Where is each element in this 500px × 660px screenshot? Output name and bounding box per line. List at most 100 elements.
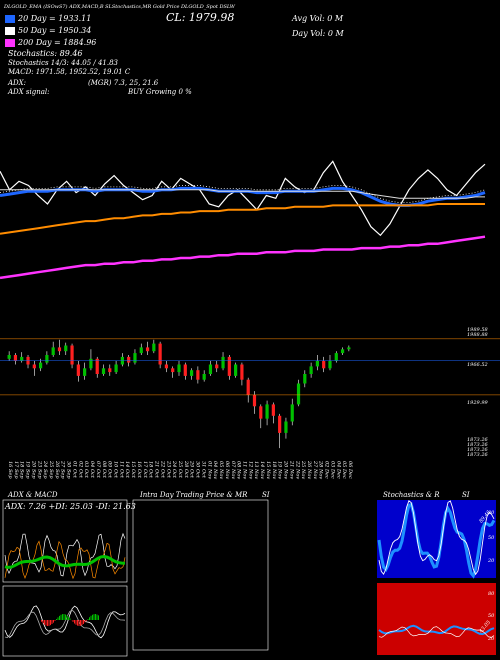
intra-si: SI	[262, 491, 270, 499]
series-ema_long-line	[0, 235, 486, 280]
date-tick-label: 18 Sep	[19, 461, 25, 479]
date-tick-label: 06 Nov	[224, 461, 230, 479]
adx-label: ADX:	[8, 79, 27, 87]
ema50-label: 50 Day = 1950.34	[18, 26, 92, 35]
ema200-label: 200 Day = 1884.96	[18, 38, 97, 47]
adx-panel-frame	[2, 499, 128, 583]
candle-body	[296, 383, 301, 405]
date-tick-label: 08 Oct	[101, 461, 107, 479]
date-tick-label: 18 Nov	[271, 461, 277, 479]
y-tick-label: 1873.26	[467, 447, 488, 453]
candle-body	[315, 360, 319, 367]
candle-body	[32, 364, 36, 369]
candle-body	[152, 343, 156, 352]
plus-di-line	[4, 532, 126, 577]
candle-body	[20, 356, 24, 361]
lower-indicator-lines	[4, 500, 496, 639]
candle-body	[284, 421, 288, 433]
date-tick-label: 04 Oct	[89, 461, 95, 479]
mr-level-80: 80	[488, 591, 495, 597]
candle-body	[208, 364, 213, 374]
date-tick-label: 25 Sep	[48, 460, 54, 479]
candle-body	[164, 364, 169, 369]
intra-title: Intra Day Trading Price & MR	[140, 491, 248, 499]
date-tick-label: 23 Oct	[165, 460, 171, 479]
date-tick-label: 30 Oct	[195, 461, 201, 479]
date-tick-label: 17 Sep	[13, 461, 19, 479]
y-tick-label: 1989.58	[467, 327, 488, 333]
date-tick-label: 25 Nov	[300, 460, 306, 479]
candle-body	[328, 360, 332, 369]
candle-body	[322, 360, 326, 369]
candle-body	[51, 347, 55, 355]
candle-body	[227, 356, 231, 376]
date-tick-label: 02 Oct	[77, 461, 83, 479]
stoch-d-line	[378, 500, 495, 576]
candle-body	[177, 364, 181, 373]
y-tick-label: 1988.88	[467, 332, 488, 338]
y-tick-label: 1873.26	[467, 452, 488, 458]
price-ema-chart	[0, 160, 486, 280]
candle-body	[221, 356, 225, 369]
y-tick-label: 1873.26	[467, 437, 488, 443]
stoch-level-80: 80	[488, 510, 495, 516]
date-tick-label: 06 Dec	[347, 461, 353, 479]
candle-body	[145, 347, 150, 352]
date-tick-label: 15 Oct	[130, 461, 136, 479]
date-tick-label: 03 Oct	[83, 461, 89, 479]
signal-label: BUY Growing 0 %	[128, 88, 192, 96]
date-tick-label: 26 Nov	[306, 460, 312, 479]
date-tick-label: 12 Nov	[247, 461, 253, 479]
mr-signal-line	[378, 626, 495, 638]
date-tick-label: 11 Nov	[242, 461, 248, 479]
date-tick-label: 20 Sep	[30, 460, 36, 479]
date-tick-label: 19 Nov	[277, 461, 283, 479]
date-tick-label: 15 Nov	[265, 461, 271, 479]
mr-panel-band	[377, 583, 496, 655]
candle-body	[303, 374, 307, 384]
candle-body	[39, 362, 43, 369]
date-tick-label: 29 Oct	[189, 460, 195, 479]
close-label: CL: 1979.98	[166, 11, 235, 24]
adx-panel-values: ADX: 7.26 +DI: 25.03 -DI: 21.63	[5, 502, 136, 511]
date-tick-label: 18 Oct	[148, 461, 154, 479]
date-tick-label: 24 Sep	[42, 460, 48, 479]
candle-body	[334, 353, 338, 361]
candle-body	[95, 358, 99, 374]
date-tick-label: 21 Oct	[154, 460, 160, 479]
candle-body	[57, 347, 62, 352]
candle-body	[133, 353, 137, 363]
candle-body	[252, 394, 257, 407]
candle-body	[7, 355, 11, 359]
stoch-k-line	[377, 502, 496, 579]
candle-body	[114, 364, 118, 373]
date-tick-label: 03 Dec	[329, 461, 335, 479]
adx-signal-label: ADX signal:	[8, 88, 50, 96]
mr-level-50: 50	[488, 613, 495, 619]
stoch-level-50: 50	[488, 535, 495, 541]
candle-body	[246, 379, 250, 395]
y-tick-label: 1929.99	[467, 400, 488, 406]
date-tick-label: 05 Nov	[218, 461, 224, 479]
macd-label: MACD: 1971.58, 1952.52, 19.01 C	[8, 68, 131, 76]
macd-signal-line	[4, 609, 126, 639]
candle-body	[278, 415, 282, 433]
day-vol-label: Day Vol: 0 M	[292, 29, 344, 38]
stoch-vals-label: Stochastics 14/3: 44.05 / 41.83	[8, 59, 118, 67]
minus-di-line	[4, 540, 126, 580]
series-ema50-line	[0, 189, 485, 199]
mr-level-20: 20	[488, 636, 495, 642]
candle-body	[89, 358, 93, 369]
candle-body	[76, 364, 80, 376]
date-tick-label: 09 Oct	[107, 461, 113, 479]
date-tick-label: 27 Sep	[60, 460, 66, 479]
candle-body	[196, 370, 200, 380]
ema20-shadow-line	[0, 185, 486, 204]
date-tick-label: 27 Nov	[312, 460, 318, 479]
date-tick-label: 14 Oct	[124, 461, 130, 479]
date-tick-label: 07 Nov	[230, 461, 236, 479]
candlestick-chart	[0, 338, 500, 449]
adx-vals-label: (MGR) 7.3, 25, 21.6	[88, 79, 159, 87]
date-tick-label: 02 Dec	[324, 461, 330, 479]
